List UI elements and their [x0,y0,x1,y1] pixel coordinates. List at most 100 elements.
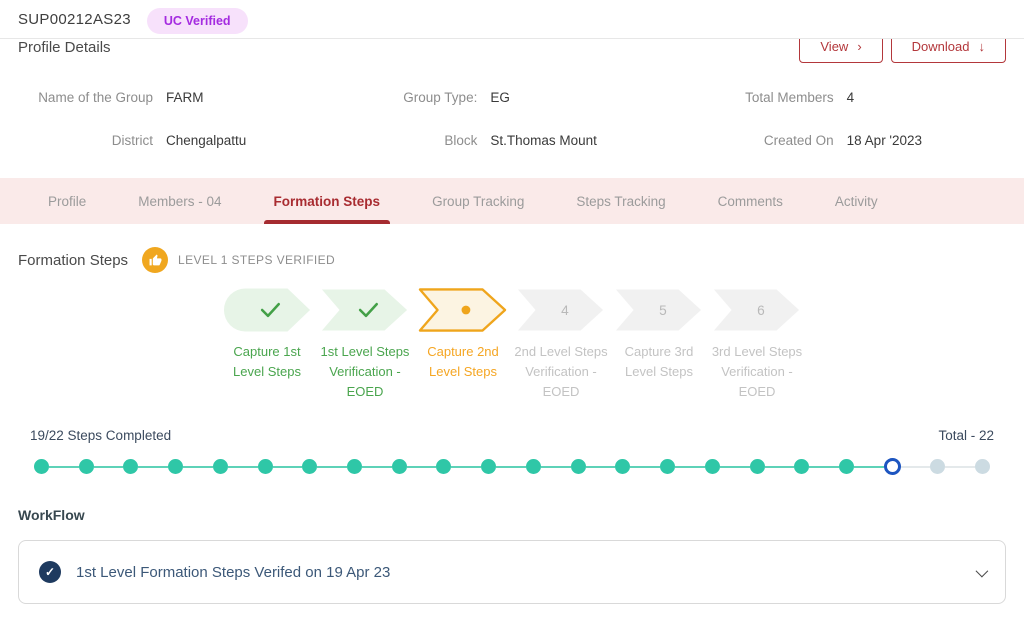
info-field-value: St.Thomas Mount [490,133,597,148]
steps-progress-dots [34,458,991,476]
step-dot [615,459,631,475]
step-dot [347,459,363,475]
step-label: Capture 1st Level Steps [233,344,301,380]
group-id: SUP00212AS23 [18,11,131,28]
workflow-item-text: 1st Level Formation Steps Verifed on 19 … [76,563,391,581]
verification-status-text: LEVEL 1 STEPS VERIFIED [178,253,336,267]
formation-steps-stepper: Capture 1st Level Steps 1st Level Steps V… [218,287,806,402]
dot-connector [183,465,213,469]
dot-connector [585,465,616,469]
step-dot [168,459,184,475]
download-button-label: Download [911,39,970,54]
check-icon [358,302,379,318]
steps-completed-text: 19/22 Steps Completed [30,428,172,444]
thumbs-up-icon [142,247,169,273]
tab-group-tracking[interactable]: Group Tracking [432,193,525,209]
info-field-label: Total Members [745,90,834,105]
workflow-list: ✓ 1st Level Formation Steps Verifed on 19… [18,540,1006,605]
tab-comments[interactable]: Comments [717,193,783,209]
step-dot [302,459,318,475]
dot-icon [461,305,471,315]
step-dot [436,459,452,475]
page: SUP00212AS23 UC Verified Profile Details… [0,0,1024,605]
step-number: 6 [757,303,765,318]
dot-connector [675,465,705,469]
step-dot [570,459,586,475]
step-chevron-shape [418,288,507,332]
step-dot [78,459,94,475]
dot-connector [138,465,169,469]
step-dot [257,459,273,475]
group-info-grid: Name of the Group FARM Group Type: EG Total … [18,90,1006,148]
info-field-label: District [111,133,153,148]
info-field: Block St.Thomas Mount [347,133,676,148]
step-chevron-shape: 6 [713,289,800,331]
formation-step-6: 6 3rd Level Steps Verification - EOED [708,287,806,402]
workflow-accordion-item[interactable]: ✓ 1st Level Formation Steps Verifed on 19… [18,540,1006,605]
dot-connector [93,465,124,469]
step-chevron-shape [321,289,408,331]
info-field-label: Block [444,133,478,148]
dot-connector [945,465,976,469]
formation-step-1: Capture 1st Level Steps [218,287,316,402]
step-dot [391,459,407,475]
step-chevron-shape: 5 [615,289,702,331]
tab-bar: Profile Members - 04 Formation Steps Group … [0,178,1024,224]
dot-connector [853,465,884,469]
step-dot [525,459,541,475]
step-dot [838,459,854,475]
step-dot [930,459,946,475]
formation-steps-header: Formation Steps LEVEL 1 STEPS VERIFIED [18,247,1006,273]
dot-connector [630,465,661,469]
steps-total-text: Total - 22 [938,428,994,444]
dot-connector [809,465,839,469]
dot-connector [451,465,482,469]
dot-connector [900,465,931,469]
tab-steps-tracking[interactable]: Steps Tracking [576,193,666,209]
uc-verified-badge: UC Verified [146,8,248,34]
info-field: District Chengalpattu [18,133,347,148]
view-button-label: View [820,39,849,54]
workflow-title: WorkFlow [18,507,85,524]
step-label: 1st Level Steps Verification - EOED [320,344,410,400]
step-chevron-shape: 4 [517,289,604,331]
info-field: Created On 18 Apr '2023 [677,133,1006,148]
profile-details-title: Profile Details [18,39,111,56]
step-label: Capture 3rd Level Steps [624,344,694,380]
dot-connector [227,465,258,469]
step-label: 3rd Level Steps Verification - EOED [711,344,803,400]
dot-connector [406,465,437,469]
formation-step-5: 5 Capture 3rd Level Steps [610,287,708,402]
check-icon [260,302,281,318]
info-field-value: Chengalpattu [166,133,247,148]
chevron-right-icon: › [857,39,862,54]
formation-steps-title: Formation Steps [18,251,129,269]
tab-formation-steps[interactable]: Formation Steps [248,178,407,224]
dot-connector [317,465,348,469]
step-label: Capture 2nd Level Steps [427,344,499,380]
tab-members-04[interactable]: Members - 04 [138,193,222,209]
chevron-down-icon[interactable] [975,564,989,578]
dot-connector [719,465,750,469]
step-dot [481,459,497,475]
info-field-value: 4 [846,90,855,105]
tab-profile[interactable]: Profile [48,193,87,209]
workflow-section: WorkFlow ✓ 1st Level Formation Steps Veri… [18,507,1006,605]
dot-connector [496,465,526,469]
step-label: 2nd Level Steps Verification - EOED [514,344,608,400]
info-field-label: Group Type: [403,90,478,105]
step-dot [749,459,765,475]
info-field-value: 18 Apr '2023 [846,133,923,148]
info-field: Name of the Group FARM [18,90,347,105]
step-chevron-shape [223,288,311,332]
step-dot [794,459,810,475]
download-arrow-icon: ↓ [978,39,986,54]
info-field-label: Name of the Group [38,90,153,105]
step-number: 4 [561,303,569,318]
page-header: SUP00212AS23 UC Verified [0,0,1024,39]
step-dot [975,459,991,475]
dot-connector [540,465,571,469]
step-dot [34,459,49,475]
step-dot [704,459,720,475]
tab-activity[interactable]: Activity [834,193,878,209]
